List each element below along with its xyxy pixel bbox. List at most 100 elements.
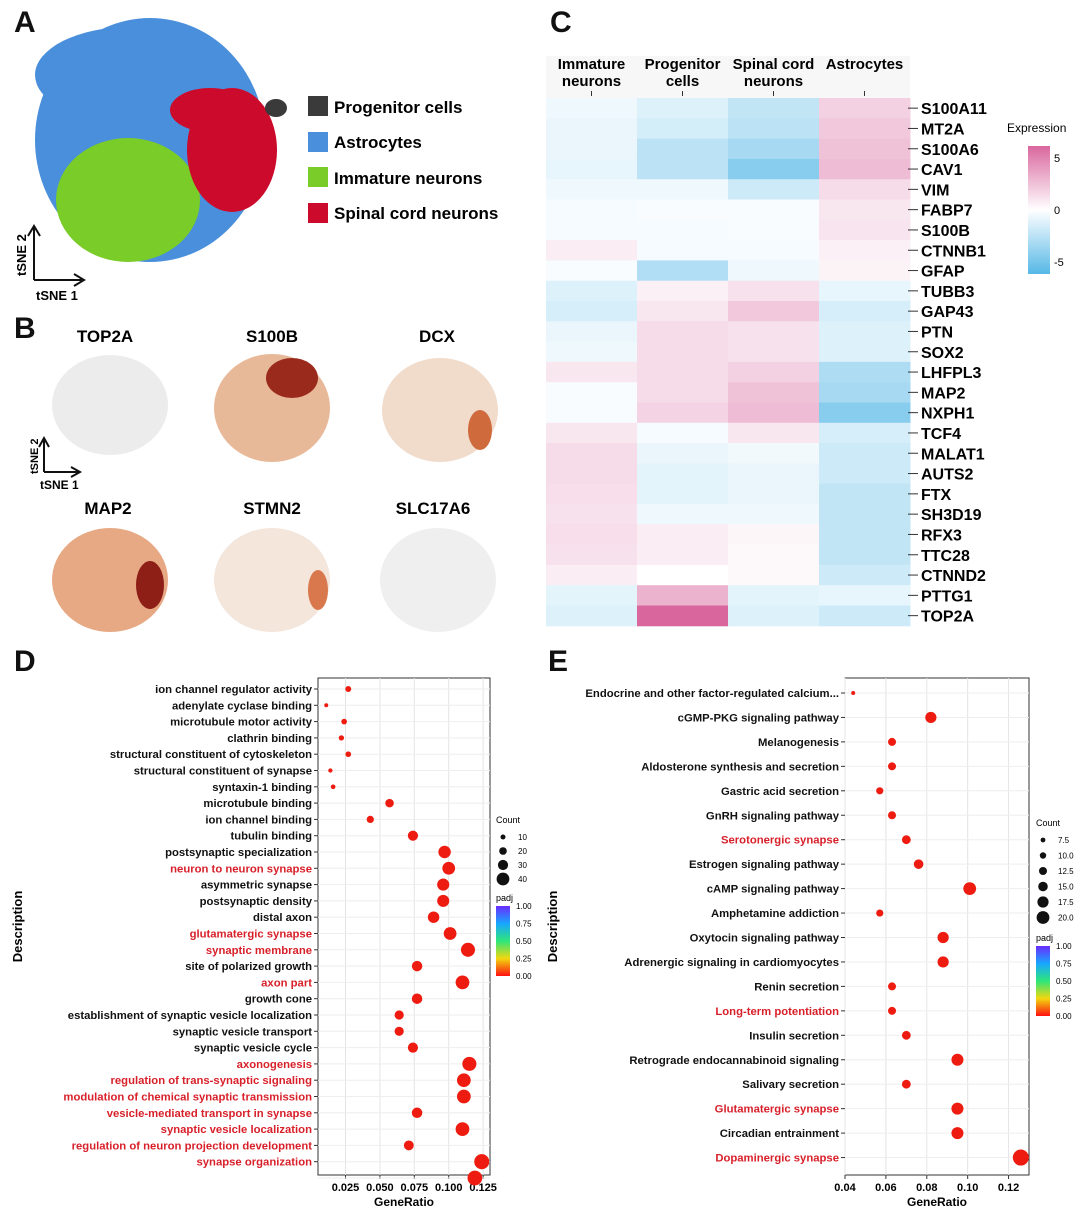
heatmap-cell — [546, 118, 638, 140]
dotplot-point — [888, 811, 897, 820]
count-legend-title: Count — [496, 815, 521, 825]
dotplot-term-label: Adrenergic signaling in cardiomyocytes — [624, 957, 839, 969]
heatmap-cell — [819, 260, 911, 282]
dotplot-point — [456, 1089, 471, 1104]
count-legend-dot — [1039, 867, 1047, 875]
dotplot-xtick-label: 0.12 — [998, 1182, 1019, 1194]
heatmap-row-label: CAV1 — [921, 162, 963, 179]
heatmap-row-label: S100A11 — [921, 101, 987, 118]
dotplot-term-label: regulation of trans-synaptic signaling — [111, 1075, 313, 1087]
heatmap-cell — [819, 564, 911, 586]
dotplot-point — [411, 993, 423, 1004]
heatmap-cell — [728, 564, 820, 586]
heatmap-cell — [819, 199, 911, 221]
heatmap-cell — [637, 605, 729, 627]
heatmap-cell — [728, 240, 820, 261]
heatmap-cell — [546, 301, 638, 322]
heatmap-cell — [819, 301, 911, 322]
dotplot-yaxis-title: Description — [545, 891, 560, 963]
dotplot-xaxis-title: GeneRatio — [907, 1195, 967, 1208]
legend-swatch-spinal — [308, 203, 328, 223]
dotplot-frame — [844, 677, 1030, 1176]
heatmap-row-label: FTX — [921, 487, 952, 504]
heatmap-row-label: LHFPL3 — [921, 365, 982, 382]
heatmap-cell — [637, 564, 729, 586]
dotplot-point — [438, 845, 451, 859]
heatmap-row-label: RFX3 — [921, 527, 962, 544]
dotplot-point — [338, 735, 345, 741]
feature-tsne1-label: tSNE 1 — [40, 478, 79, 492]
dotplot-term-label: Retrograde endocannabinoid signaling — [629, 1055, 839, 1067]
heatmap-cell — [637, 138, 729, 160]
padj-legend-title: padj — [496, 893, 513, 903]
count-legend-label: 7.5 — [1058, 836, 1070, 845]
count-legend-dot — [1038, 881, 1048, 892]
heatmap-cell — [819, 422, 911, 444]
feature-plot-map2-hotspot — [136, 561, 164, 609]
dotplot-term-label: Salivary secretion — [742, 1079, 839, 1091]
count-legend-title: Count — [1036, 818, 1061, 828]
heatmap-cell — [728, 361, 820, 383]
panel-b: TOP2A S100B DCX MAP2 STMN2 SLC17A6 tSNE … — [29, 327, 498, 632]
dotplot-point — [901, 1079, 911, 1089]
heatmap-row-label: TUBB3 — [921, 284, 974, 301]
padj-legend-label: 0.50 — [516, 937, 532, 946]
heatmap-cell — [637, 98, 729, 119]
heatmap-cell — [728, 219, 820, 241]
heatmap-cell — [728, 585, 820, 606]
heatmap-cell — [637, 504, 729, 525]
tsne-axes — [27, 224, 86, 287]
tsne-cluster-plot — [35, 18, 287, 262]
heatmap-cell — [819, 219, 911, 241]
dotplot-point — [474, 1154, 490, 1170]
dotplot-term-label: microtubule binding — [203, 798, 312, 810]
gene-title-stmn2: STMN2 — [243, 499, 301, 518]
cluster-spinal-cord-neurons-top — [170, 88, 250, 132]
dotplot-xtick-label: 0.075 — [401, 1182, 429, 1194]
heatmap-row-label: VIM — [921, 182, 949, 199]
heatmap-cell — [546, 504, 638, 525]
gene-title-s100b: S100B — [246, 327, 298, 346]
heatmap-cell — [546, 382, 638, 403]
heatmap-cell — [546, 280, 638, 302]
dotplot-term-label: cAMP signaling pathway — [707, 884, 840, 896]
panel-label-c: C — [550, 6, 572, 39]
dotplot-point — [328, 768, 333, 773]
dotplot-term-label: synaptic membrane — [206, 945, 312, 957]
dotplot-term-label: Renin secretion — [754, 981, 839, 993]
heatmap-cell — [546, 321, 638, 343]
dotplot-point — [951, 1053, 964, 1066]
feature-plot-top2a — [52, 355, 168, 455]
dotplot-xtick-label: 0.08 — [916, 1182, 937, 1194]
heatmap-cell — [819, 240, 911, 261]
dotplot-term-label: distal axon — [253, 912, 312, 924]
dotplot-term-label: axonogenesis — [237, 1059, 312, 1071]
heatmap-cell — [637, 240, 729, 261]
dotplot-point — [913, 859, 924, 869]
heatmap-cell — [728, 483, 820, 505]
heatmap-cell — [728, 524, 820, 546]
heatmap-cell — [728, 382, 820, 403]
heatmap-cell — [728, 138, 820, 160]
heatmap-cell — [546, 605, 638, 627]
feature-plot-dcx-hotspot — [468, 410, 492, 450]
padj-legend-label: 0.25 — [1056, 995, 1072, 1004]
heatmap-column-label: Astrocytes — [826, 56, 904, 73]
count-legend-dot — [499, 847, 507, 855]
padj-colorbar — [1036, 946, 1050, 1016]
legend-label-spinal: Spinal cord neurons — [334, 204, 498, 223]
gene-title-top2a: TOP2A — [77, 327, 133, 346]
dotplot-point — [442, 861, 456, 875]
dotplot-point — [925, 711, 937, 724]
heatmap-cell — [546, 199, 638, 221]
legend-swatch-astrocytes — [308, 132, 328, 152]
heatmap-row-label: FABP7 — [921, 203, 973, 220]
dotplot-point — [460, 942, 476, 957]
heatmap-cell — [728, 98, 820, 119]
count-legend-dot — [496, 872, 510, 886]
dotplot-point — [366, 815, 374, 824]
panel-label-d: D — [14, 645, 36, 678]
count-legend-dot — [1036, 911, 1050, 924]
heatmap-cell — [819, 138, 911, 160]
